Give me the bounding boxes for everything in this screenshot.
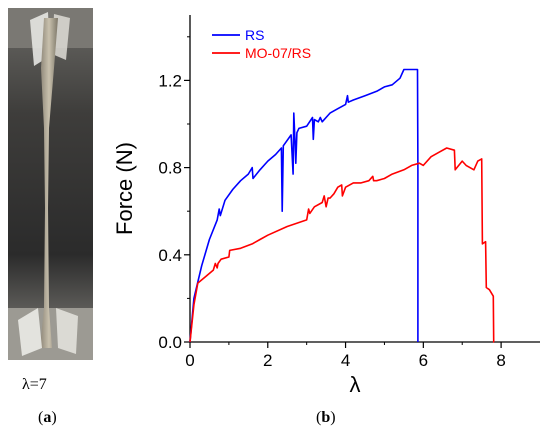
legend-label: RS [245,27,264,43]
panel-label-b: (b) [316,409,336,426]
legend-label: MO-07/RS [245,45,311,61]
y-axis-title: Force (N) [112,142,137,235]
y-tick-label: 0.0 [158,333,182,352]
specimen-photo-graphic [8,8,93,360]
chart-legend: RS MO-07/RS [212,27,311,61]
photo-caption: λ=7 [22,376,47,393]
y-tick-label: 0.8 [158,159,182,178]
series-line-mo-07-rs [189,147,495,343]
x-tick-label: 6 [419,351,428,370]
panel-label-a: (a) [38,409,57,426]
specimen-photo [8,8,93,360]
x-tick-label: 4 [341,351,350,370]
x-tick-label: 2 [263,351,272,370]
y-tick-label: 0.4 [158,246,182,265]
x-axis-title: λ [350,372,361,397]
series-line-rs [189,68,419,343]
x-tick-label: 8 [496,351,505,370]
panel-label-a-letter: a [43,409,52,426]
chart-series [189,68,495,343]
chart-axes: 0 2 4 6 8 0.0 0.4 0.8 1.2 [158,15,540,370]
y-tick-label: 1.2 [158,71,182,90]
panel-label-b-letter: b [321,409,331,426]
x-tick-label: 0 [185,351,194,370]
